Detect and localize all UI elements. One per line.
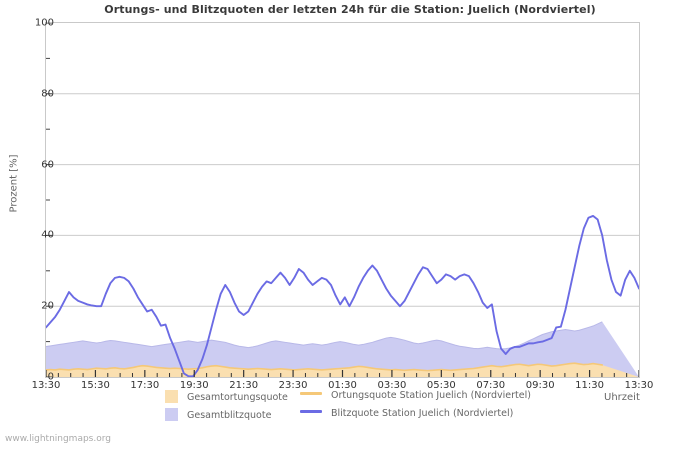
legend-item-gesamtblitzquote: Gesamtblitzquote (165, 408, 271, 421)
x-tick-label: 09:30 (525, 380, 555, 391)
x-tick-label: 13:30 (31, 380, 61, 391)
y-tick-label: 0 (47, 371, 54, 383)
y-tick-label: 80 (41, 88, 54, 100)
legend-label: Ortungsquote Station Juelich (Nordvierte… (331, 390, 531, 401)
x-tick-label: 05:30 (426, 380, 456, 391)
y-tick-label: 40 (41, 229, 54, 241)
legend-swatch-area-icon (165, 408, 178, 421)
x-tick-label: 15:30 (80, 380, 110, 391)
legend-label: Blitzquote Station Juelich (Nordviertel) (331, 408, 514, 419)
x-tick-label: 11:30 (575, 380, 604, 391)
x-tick-label: 17:30 (130, 380, 160, 391)
legend-item-gesamtortungsquote: Gesamtortungsquote (165, 390, 288, 403)
x-tick-label: 23:30 (278, 380, 308, 391)
plot-svg (46, 23, 639, 377)
watermark: www.lightningmaps.org (5, 434, 111, 444)
chart-legend: Gesamtortungsquote Ortungsquote Station … (0, 390, 700, 426)
chart-title: Ortungs- und Blitzquoten der letzten 24h… (104, 3, 596, 16)
y-tick-label: 100 (34, 17, 54, 29)
legend-label: Gesamtblitzquote (187, 410, 272, 421)
plot-area (45, 22, 640, 378)
x-axis-label: Uhrzeit (604, 392, 640, 403)
x-tick-label: 19:30 (179, 380, 209, 391)
legend-item-blitzquote-station: Blitzquote Station Juelich (Nordviertel) (300, 408, 513, 419)
legend-swatch-line-icon (300, 392, 322, 395)
x-tick-label: 21:30 (229, 380, 259, 391)
legend-item-ortungsquote-station: Ortungsquote Station Juelich (Nordvierte… (300, 390, 531, 401)
y-tick-label: 20 (41, 300, 54, 312)
legend-swatch-line-icon (300, 410, 322, 413)
x-tick-label: 07:30 (476, 380, 506, 391)
y-tick-label: 60 (41, 159, 54, 171)
y-axis-label: Prozent [%] (8, 154, 20, 213)
x-tick-label: 01:30 (328, 380, 357, 391)
x-tick-label: 13:30 (624, 380, 654, 391)
x-tick-label: 03:30 (377, 380, 407, 391)
legend-label: Gesamtortungsquote (187, 392, 288, 403)
legend-swatch-area-icon (165, 390, 178, 403)
